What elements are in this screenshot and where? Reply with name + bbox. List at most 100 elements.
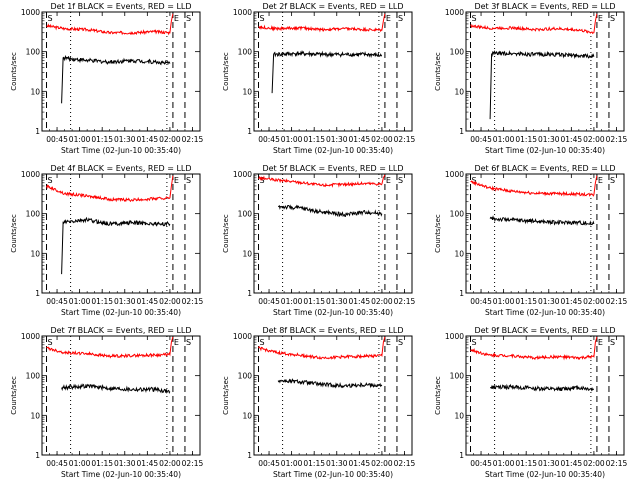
marker-label: E <box>598 176 603 185</box>
series-line <box>470 13 598 35</box>
y-tick-label: 1 <box>459 289 464 298</box>
series-line <box>46 175 174 203</box>
y-axis-label: Counts/sec <box>10 214 18 253</box>
x-tick-label: 02:15 <box>182 459 204 468</box>
x-tick-label: 01:30 <box>114 135 136 144</box>
x-tick-label: 02:00 <box>159 459 181 468</box>
y-tick-label: 1000 <box>21 170 40 179</box>
y-tick-label: 10 <box>454 87 464 96</box>
y-tick-label: 1 <box>459 127 464 136</box>
marker-label: E <box>174 14 179 23</box>
x-tick-label: 02:15 <box>606 297 628 306</box>
chart-panel: Det 6f BLACK = Events, RED = LLD Start Ti… <box>434 164 628 317</box>
y-tick-label: 100 <box>450 48 465 57</box>
marker-label: S <box>186 14 191 23</box>
x-tick-label: 01:45 <box>561 297 583 306</box>
y-tick-label: 1 <box>35 289 40 298</box>
x-axis-label: Start Time (02-Jun-10 00:35:40) <box>273 146 393 155</box>
chart-panel: Det 4f BLACK = Events, RED = LLD Start Ti… <box>10 164 204 317</box>
y-tick-label: 10 <box>454 411 464 420</box>
y-tick-label: 1000 <box>21 8 40 17</box>
x-tick-label: 01:30 <box>538 135 560 144</box>
y-tick-label: 100 <box>238 210 253 219</box>
chart-title: Det 2f BLACK = Events, RED = LLD <box>262 2 403 11</box>
chart-title: Det 3f BLACK = Events, RED = LLD <box>474 2 615 11</box>
series-line <box>61 216 171 275</box>
x-tick-label: 01:45 <box>137 135 159 144</box>
marker-label: S <box>610 338 615 347</box>
plot-frame <box>465 11 625 132</box>
marker-label: S <box>398 176 403 185</box>
y-tick-label: 1000 <box>233 170 252 179</box>
x-tick-label: 00:45 <box>258 297 280 306</box>
y-tick-label: 100 <box>450 372 465 381</box>
x-tick-label: 01:15 <box>91 135 113 144</box>
x-tick-label: 01:45 <box>561 459 583 468</box>
marker-label: S <box>260 338 265 347</box>
x-axis-label: Start Time (02-Jun-10 00:35:40) <box>485 308 605 317</box>
x-axis-label: Start Time (02-Jun-10 00:35:40) <box>273 470 393 479</box>
x-tick-label: 01:15 <box>303 459 325 468</box>
marker-label: S <box>472 176 477 185</box>
marker-label: S <box>186 338 191 347</box>
x-tick-label: 01:30 <box>538 459 560 468</box>
y-tick-label: 100 <box>26 48 41 57</box>
chart-panel: Det 9f BLACK = Events, RED = LLD Start Ti… <box>434 326 628 479</box>
y-tick-label: 10 <box>242 87 252 96</box>
series-line <box>46 336 174 359</box>
marker-label: S <box>472 338 477 347</box>
series-line <box>46 13 174 36</box>
y-tick-label: 100 <box>450 210 465 219</box>
y-tick-label: 10 <box>30 249 40 258</box>
marker-label: E <box>598 14 603 23</box>
x-tick-label: 02:15 <box>182 135 204 144</box>
x-tick-label: 01:00 <box>493 135 515 144</box>
marker-label: E <box>386 14 391 23</box>
marker-label: E <box>386 176 391 185</box>
x-axis-label: Start Time (02-Jun-10 00:35:40) <box>485 470 605 479</box>
chart-title: Det 5f BLACK = Events, RED = LLD <box>262 164 403 173</box>
y-axis-label: Counts/sec <box>434 52 442 91</box>
x-tick-label: 01:45 <box>349 297 371 306</box>
x-tick-label: 01:30 <box>114 297 136 306</box>
marker-label: S <box>472 14 477 23</box>
x-tick-label: 01:00 <box>69 459 91 468</box>
chart-title: Det 6f BLACK = Events, RED = LLD <box>474 164 615 173</box>
x-axis-label: Start Time (02-Jun-10 00:35:40) <box>61 308 181 317</box>
x-tick-label: 02:15 <box>182 297 204 306</box>
series-line <box>61 383 171 394</box>
y-axis-label: Counts/sec <box>222 52 230 91</box>
x-tick-label: 02:00 <box>583 297 605 306</box>
marker-label: E <box>174 338 179 347</box>
chart-title: Det 4f BLACK = Events, RED = LLD <box>50 164 191 173</box>
series-line <box>258 13 386 33</box>
x-tick-label: 02:00 <box>159 297 181 306</box>
plot-frame <box>41 173 201 294</box>
x-tick-label: 02:00 <box>583 135 605 144</box>
series-line <box>61 54 171 104</box>
plot-frame <box>41 335 201 456</box>
x-tick-label: 01:45 <box>137 459 159 468</box>
marker-label: S <box>48 14 53 23</box>
x-tick-label: 01:45 <box>561 135 583 144</box>
y-tick-label: 10 <box>242 411 252 420</box>
marker-label: S <box>48 176 53 185</box>
chart-title: Det 8f BLACK = Events, RED = LLD <box>262 326 403 335</box>
y-axis-label: Counts/sec <box>222 376 230 415</box>
x-tick-label: 01:30 <box>114 459 136 468</box>
x-tick-label: 02:00 <box>371 135 393 144</box>
plot-frame <box>253 173 413 294</box>
x-tick-label: 01:15 <box>303 297 325 306</box>
series-line <box>271 50 383 94</box>
plot-frame <box>465 335 625 456</box>
y-tick-label: 1 <box>35 451 40 460</box>
y-tick-label: 100 <box>26 210 41 219</box>
y-axis-label: Counts/sec <box>434 376 442 415</box>
x-tick-label: 01:00 <box>69 135 91 144</box>
x-tick-label: 01:45 <box>137 297 159 306</box>
x-tick-label: 01:30 <box>538 297 560 306</box>
y-axis-label: Counts/sec <box>434 214 442 253</box>
x-tick-label: 02:00 <box>583 459 605 468</box>
x-tick-label: 01:15 <box>91 459 113 468</box>
y-tick-label: 1 <box>247 451 252 460</box>
